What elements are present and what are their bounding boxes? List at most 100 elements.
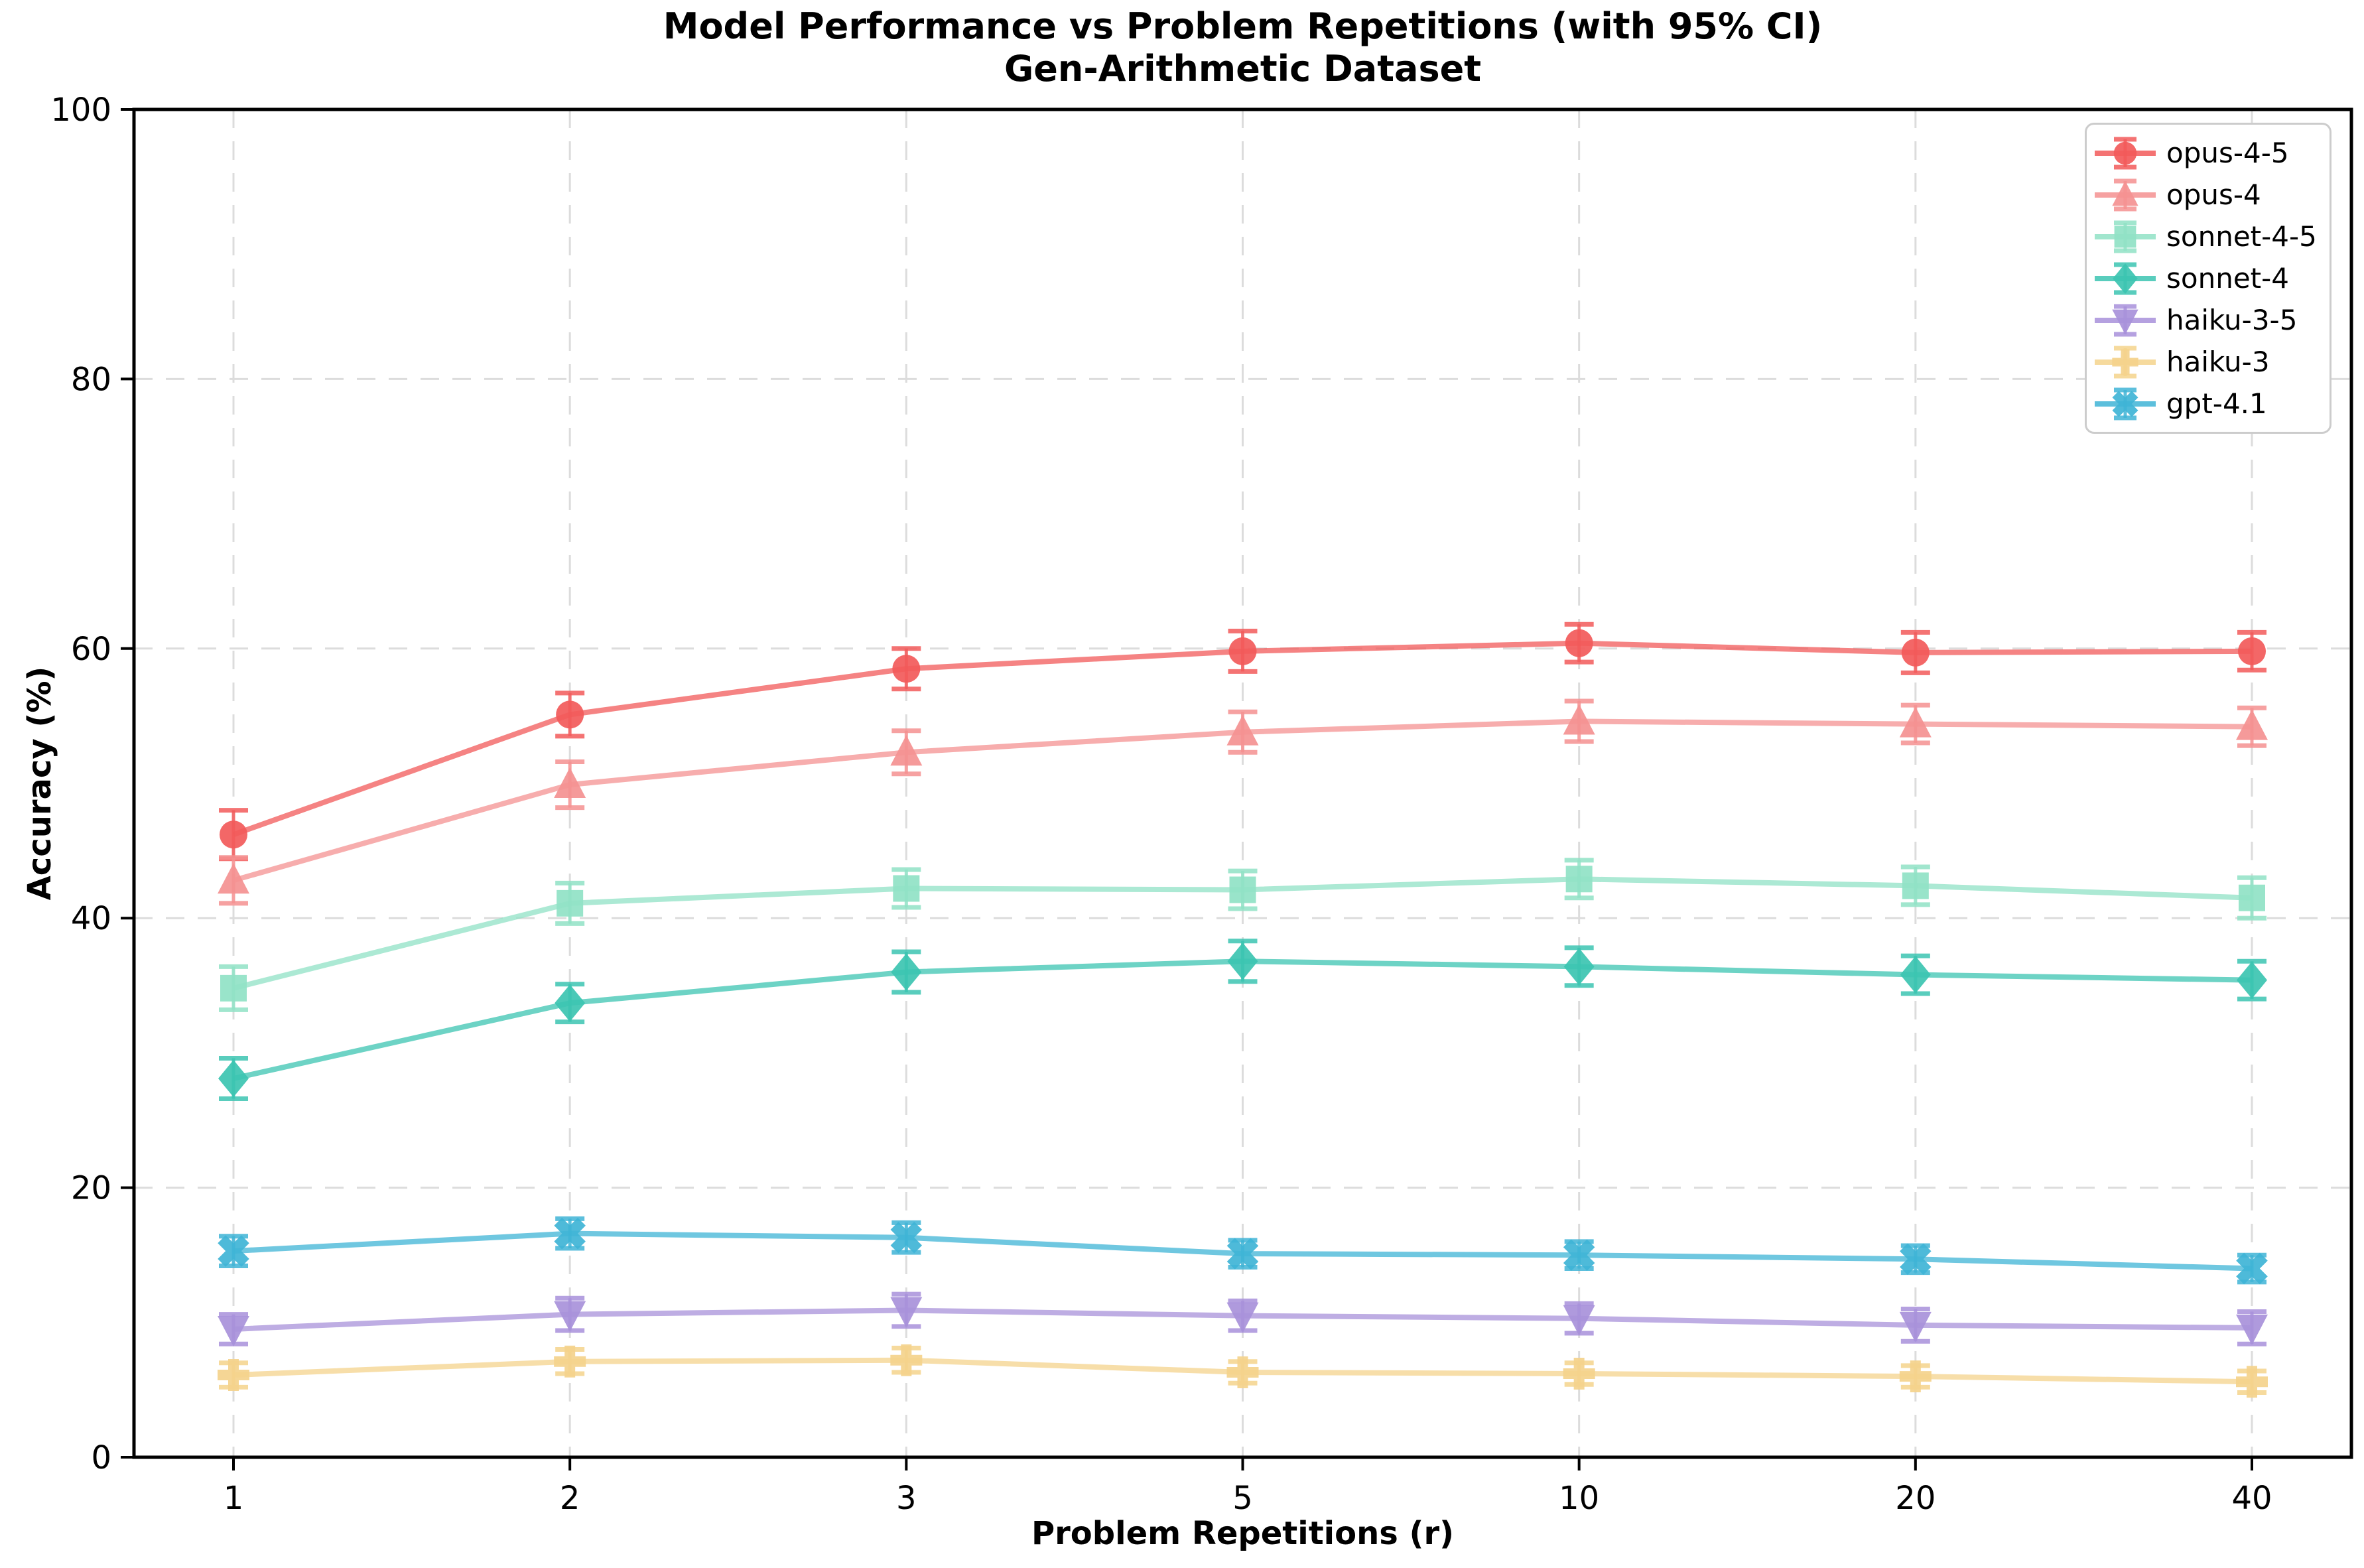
- x-marker-icon: [554, 1217, 586, 1250]
- x-marker-icon: [890, 1222, 923, 1254]
- circle-marker-icon: [2113, 141, 2137, 164]
- y-tick-label: 40: [71, 900, 111, 937]
- legend-label: haiku-3-5: [2166, 303, 2298, 336]
- legend-marker-icon: [2095, 220, 2156, 253]
- triangle-up-marker-icon: [890, 735, 923, 766]
- plus-marker-icon: [1899, 1360, 1932, 1393]
- y-tick-label: 80: [71, 361, 111, 398]
- circle-marker-icon: [1901, 638, 1930, 667]
- legend-marker-icon: [2095, 178, 2156, 211]
- x-marker-icon: [2236, 1252, 2268, 1285]
- circle-marker-icon: [2238, 637, 2266, 665]
- legend-marker-icon: [2095, 262, 2156, 294]
- triangle-down-marker-icon: [218, 1315, 249, 1346]
- triangle-up-marker-icon: [2112, 180, 2138, 206]
- legend-item-gpt-4.1: gpt-4.1: [2093, 385, 2323, 423]
- chart-title-line2: Gen-Arithmetic Dataset: [1004, 47, 1482, 90]
- plus-marker-icon: [1563, 1358, 1595, 1390]
- legend-label: sonnet-4-5: [2166, 220, 2317, 253]
- circle-marker-icon: [556, 700, 584, 729]
- plus-marker-icon: [890, 1344, 923, 1376]
- legend-item-haiku-3-5: haiku-3-5: [2093, 301, 2323, 339]
- triangle-up-marker-icon: [2236, 709, 2268, 740]
- diamond-marker-icon: [2113, 263, 2138, 294]
- circle-marker-icon: [892, 655, 921, 683]
- legend-item-sonnet-4: sonnet-4: [2093, 259, 2323, 297]
- x-marker-icon: [1226, 1238, 1259, 1270]
- legend-label: gpt-4.1: [2166, 387, 2267, 420]
- series-opus-4-5: [219, 621, 2266, 862]
- diamond-marker-icon: [1563, 948, 1595, 986]
- x-tick-label: 1: [224, 1480, 244, 1517]
- x-marker-icon: [1900, 1243, 1932, 1275]
- x-axis-label: Problem Repetitions (r): [1031, 1515, 1455, 1552]
- y-tick-label: 0: [91, 1439, 111, 1476]
- diamond-marker-icon: [218, 1060, 249, 1098]
- circle-marker-icon: [1228, 637, 1257, 665]
- y-tick-label: 60: [71, 631, 111, 668]
- series-haiku-3-5: [218, 1291, 2268, 1346]
- series-gpt-4.1: [218, 1216, 2268, 1285]
- legend-item-opus-4: opus-4: [2093, 176, 2323, 214]
- series-sonnet-4: [218, 939, 2267, 1101]
- legend-item-sonnet-4-5: sonnet-4-5: [2093, 218, 2323, 255]
- x-tick-label: 5: [1232, 1480, 1253, 1517]
- series-haiku-3: [218, 1344, 2268, 1398]
- legend-item-haiku-3: haiku-3: [2093, 343, 2323, 381]
- circle-marker-icon: [1565, 629, 1593, 657]
- square-marker-icon: [1565, 866, 1593, 893]
- triangle-down-marker-icon: [1226, 1302, 1259, 1333]
- x-marker-icon: [1563, 1239, 1595, 1271]
- legend: opus-4-5 opus-4 sonnet-4-5 sonnet-4 haiku-3-…: [2085, 123, 2331, 434]
- triangle-up-marker-icon: [1899, 706, 1932, 738]
- diamond-marker-icon: [555, 984, 586, 1022]
- x-tick-label: 3: [896, 1480, 917, 1517]
- x-marker-icon: [2112, 391, 2138, 417]
- square-marker-icon: [893, 875, 920, 902]
- square-marker-icon: [2239, 884, 2265, 911]
- square-marker-icon: [2114, 226, 2136, 247]
- legend-label: sonnet-4: [2166, 261, 2290, 294]
- chart-title: Model Performance vs Problem Repetitions…: [134, 5, 2351, 90]
- legend-marker-icon: [2095, 304, 2156, 336]
- legend-marker-icon: [2095, 137, 2156, 169]
- plus-marker-icon: [554, 1345, 586, 1378]
- legend-marker-icon: [2095, 387, 2156, 420]
- triangle-down-marker-icon: [2112, 309, 2138, 334]
- square-marker-icon: [1229, 876, 1256, 903]
- plus-marker-icon: [2112, 348, 2138, 375]
- triangle-down-marker-icon: [1563, 1305, 1595, 1336]
- x-tick-label: 2: [560, 1480, 580, 1517]
- plus-marker-icon: [1226, 1356, 1259, 1388]
- legend-label: opus-4: [2166, 178, 2261, 211]
- plus-marker-icon: [218, 1359, 249, 1392]
- y-axis-label: Accuracy (%): [21, 666, 58, 901]
- diamond-marker-icon: [1900, 956, 1931, 994]
- x-tick-label: 20: [1895, 1480, 1936, 1517]
- diamond-marker-icon: [891, 953, 922, 991]
- legend-item-opus-4-5: opus-4-5: [2093, 134, 2323, 172]
- triangle-down-marker-icon: [2236, 1314, 2268, 1345]
- triangle-up-marker-icon: [218, 863, 249, 894]
- triangle-down-marker-icon: [890, 1297, 923, 1328]
- triangle-up-marker-icon: [554, 767, 586, 799]
- diamond-marker-icon: [1227, 943, 1258, 980]
- series-sonnet-4-5: [219, 858, 2266, 1012]
- x-tick-label: 10: [1559, 1480, 1599, 1517]
- y-tick-label: 20: [71, 1170, 111, 1207]
- x-tick-label: 40: [2231, 1480, 2272, 1517]
- plus-marker-icon: [2236, 1366, 2268, 1398]
- triangle-down-marker-icon: [554, 1301, 586, 1332]
- square-marker-icon: [220, 974, 247, 1002]
- triangle-down-marker-icon: [1899, 1311, 1932, 1342]
- circle-marker-icon: [220, 820, 247, 849]
- square-marker-icon: [1902, 872, 1929, 899]
- triangle-up-marker-icon: [1563, 704, 1595, 735]
- square-marker-icon: [557, 889, 584, 917]
- series-opus-4: [218, 698, 2268, 906]
- x-marker-icon: [218, 1235, 249, 1267]
- legend-label: haiku-3: [2166, 345, 2270, 378]
- legend-marker-icon: [2095, 346, 2156, 378]
